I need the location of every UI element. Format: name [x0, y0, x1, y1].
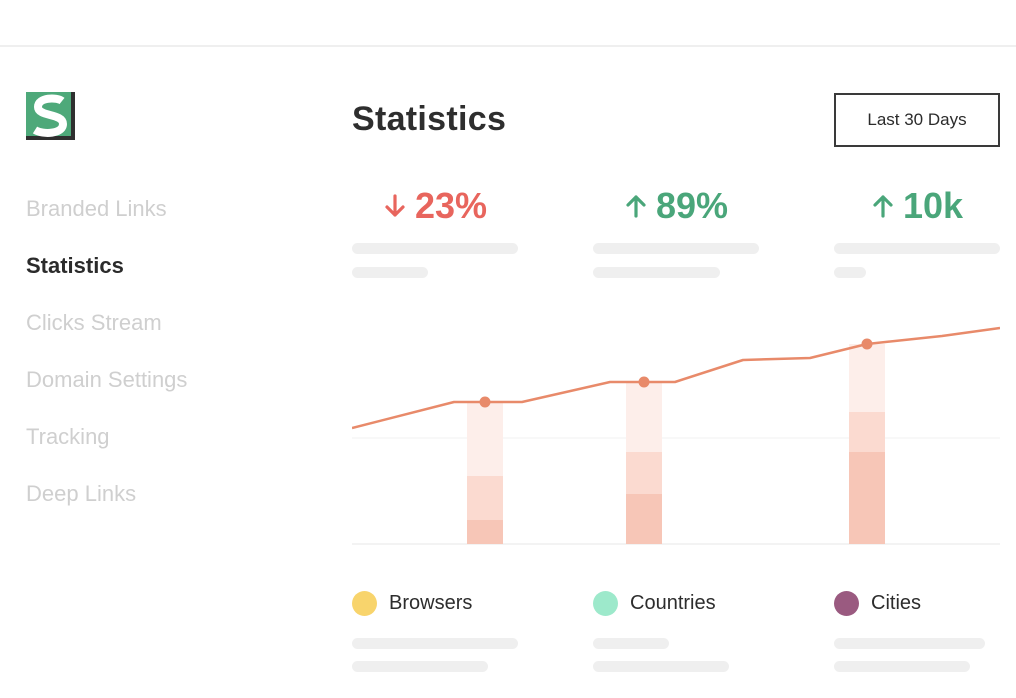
placeholder-line: [593, 243, 759, 254]
chart-point: [479, 396, 491, 408]
legend-label: Countries: [630, 592, 716, 614]
legend-item-countries: Countries: [593, 590, 716, 616]
stat-value: 10k: [902, 185, 964, 226]
placeholder-line: [352, 661, 488, 672]
legend-label: Browsers: [389, 592, 473, 614]
sidebar-item-tracking[interactable]: Tracking: [26, 424, 110, 449]
chart-bar-segment: [849, 452, 885, 544]
stat-card-3: 10k: [834, 182, 1000, 230]
legend-dot: [834, 590, 859, 616]
window-close-button[interactable]: [27, 11, 42, 26]
sidebar-item-domain-settings[interactable]: Domain Settings: [26, 367, 188, 392]
stat-value: 89%: [655, 185, 729, 226]
placeholder-line: [352, 638, 518, 649]
sidebar-item-statistics[interactable]: Statistics: [26, 253, 124, 278]
placeholder-line: [834, 638, 985, 649]
window-titlebar: [0, 0, 1016, 47]
chart-point: [861, 338, 873, 350]
sidebar-nav: Branded Links Statistics Clicks Stream D…: [26, 193, 286, 535]
date-range-button[interactable]: Last 30 Days: [834, 93, 1000, 147]
sidebar-item-clicks-stream[interactable]: Clicks Stream: [26, 310, 162, 335]
chart-bar-segment: [467, 520, 503, 544]
sidebar-item-branded-links[interactable]: Branded Links: [26, 196, 167, 221]
placeholder-line: [593, 638, 669, 649]
chart-bar-segment: [626, 494, 662, 544]
window-maximize-button[interactable]: [83, 11, 98, 26]
window-minimize-button[interactable]: [55, 11, 70, 26]
stat-card-2: 89%: [593, 182, 759, 230]
sidebar-item-deep-links[interactable]: Deep Links: [26, 481, 137, 506]
legend-item-browsers: Browsers: [352, 590, 472, 616]
placeholder-line: [593, 661, 729, 672]
arrow-up-icon: [873, 195, 893, 218]
stat-value: 23%: [414, 185, 488, 226]
stat-card-1: 23%: [352, 182, 518, 230]
placeholder-line: [834, 661, 970, 672]
app-logo: [26, 92, 75, 140]
placeholder-line: [593, 267, 720, 278]
legend-dot: [593, 590, 618, 616]
page-title: Statistics: [352, 100, 507, 138]
statistics-chart: [352, 326, 1000, 545]
chart-series-line: [352, 326, 1000, 430]
legend-item-cities: Cities: [834, 590, 921, 616]
placeholder-line: [834, 243, 1000, 254]
legend-label: Cities: [871, 592, 922, 614]
legend-dot: [352, 590, 377, 616]
chart-point: [638, 376, 650, 388]
placeholder-line: [352, 243, 518, 254]
placeholder-line: [352, 267, 428, 278]
arrow-down-icon: [385, 194, 405, 217]
placeholder-line: [834, 267, 866, 278]
arrow-up-icon: [626, 195, 646, 218]
